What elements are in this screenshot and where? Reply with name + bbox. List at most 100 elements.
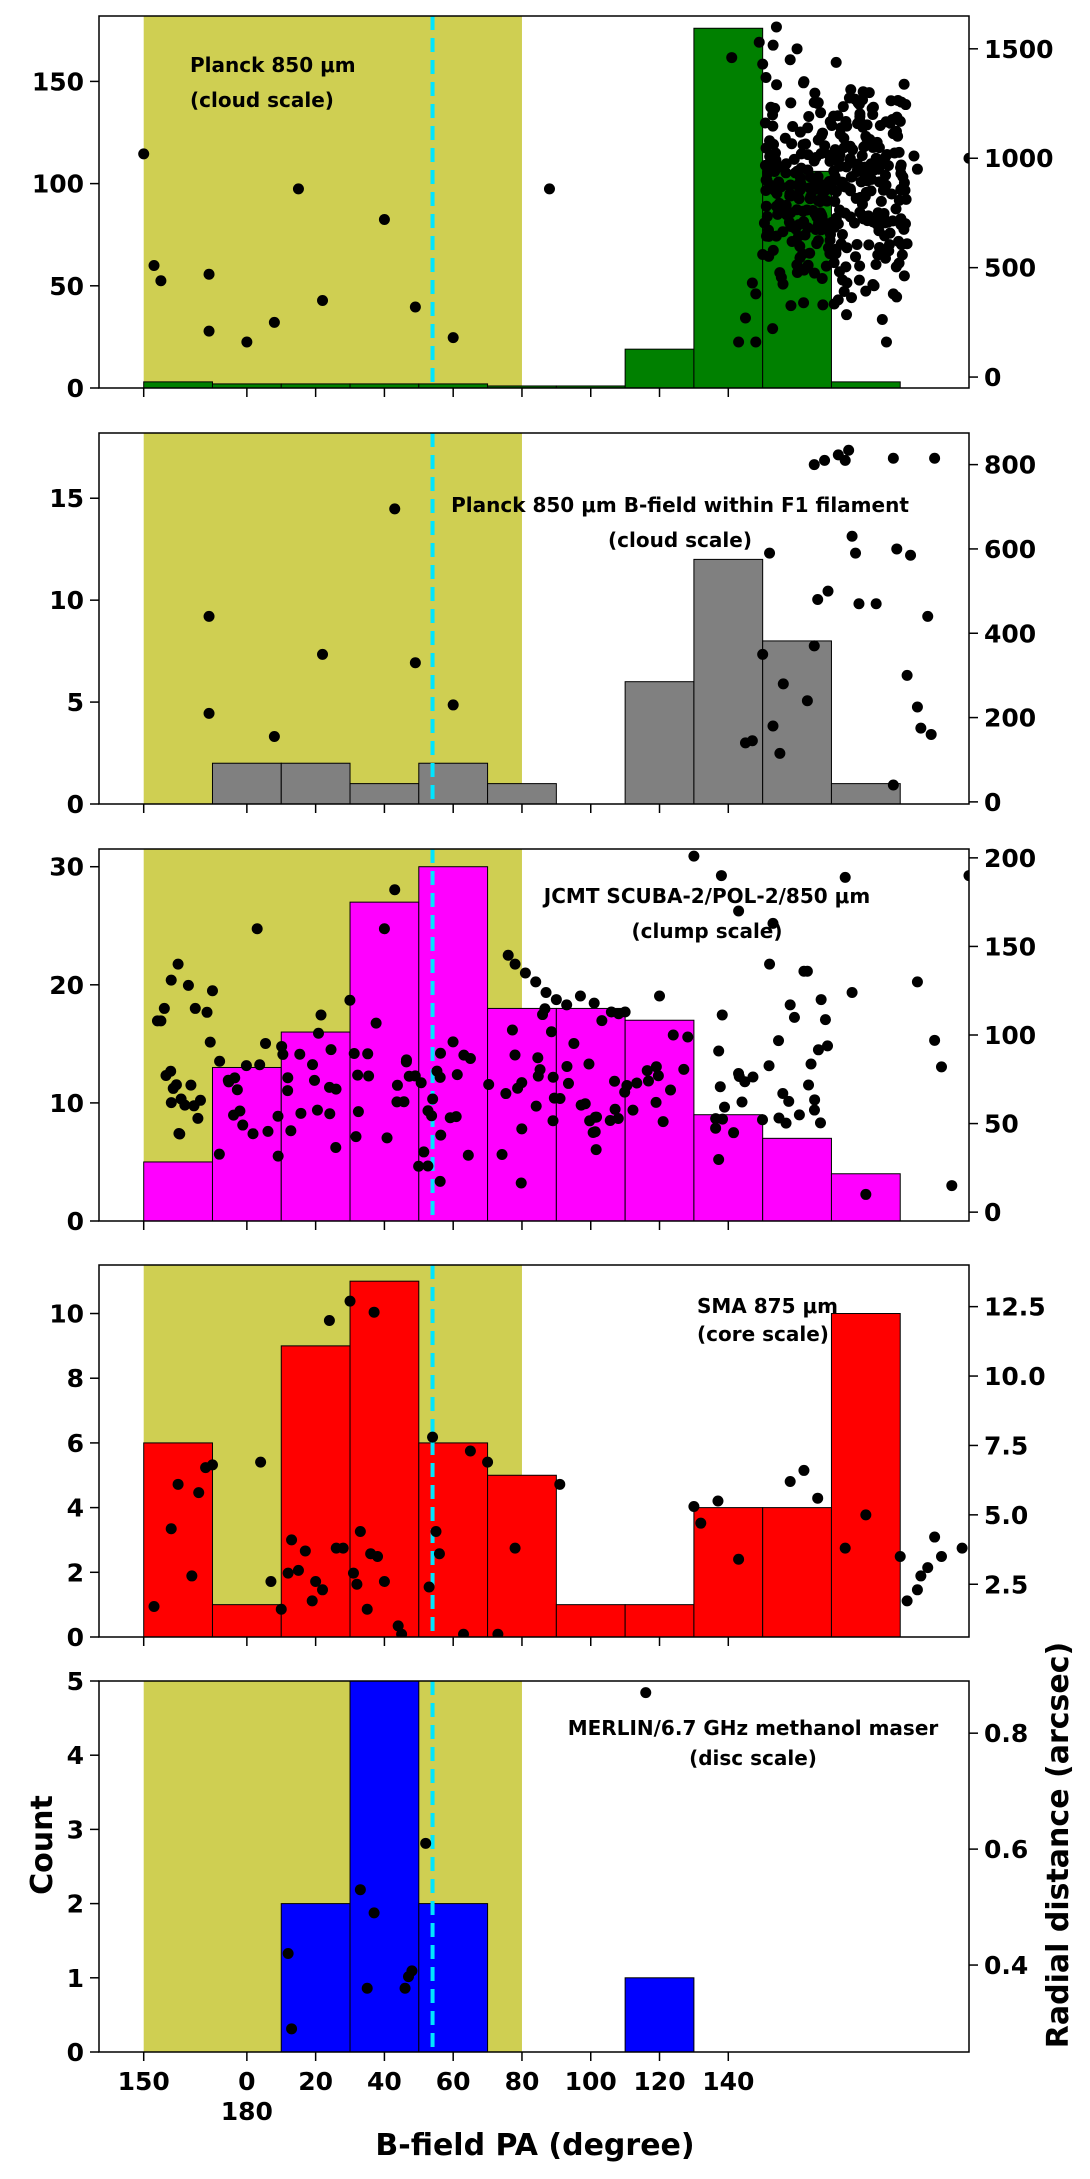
histogram-bar xyxy=(555,1604,626,1637)
scatter-point xyxy=(496,1149,508,1161)
scatter-point xyxy=(846,530,858,542)
scatter-point xyxy=(828,110,840,122)
scatter-point xyxy=(657,1116,669,1128)
scatter-point xyxy=(784,190,796,202)
scatter-point xyxy=(399,1982,411,1994)
scatter-point xyxy=(871,136,883,148)
shaded-region xyxy=(143,433,522,804)
scatter-point xyxy=(587,1126,599,1138)
scatter-point xyxy=(251,923,263,935)
panel-3: 0 10 20 30 0 50 100 150 200 JCMT SCUBA-2/POL-2/85… xyxy=(49,844,1036,1236)
left-tick-label: 50 xyxy=(49,272,84,301)
scatter-point xyxy=(688,1501,700,1513)
scatter-point xyxy=(851,238,863,250)
scatter-point xyxy=(868,280,880,292)
scatter-point xyxy=(509,958,521,970)
scatter-point xyxy=(767,120,779,132)
histogram-bar xyxy=(143,1161,213,1221)
scatter-point xyxy=(392,1620,404,1632)
scatter-point xyxy=(231,1084,243,1096)
histogram-bar xyxy=(624,1977,695,2052)
scatter-point xyxy=(836,179,848,191)
scatter-point xyxy=(515,1177,527,1189)
plot-area xyxy=(143,433,941,804)
scatter-point xyxy=(530,1100,542,1112)
scatter-point xyxy=(710,1113,722,1125)
scatter-point xyxy=(880,252,892,264)
scatter-point xyxy=(275,1603,287,1615)
scatter-point xyxy=(860,1188,872,1200)
scatter-point xyxy=(158,1002,170,1014)
scatter-point xyxy=(543,183,555,195)
scatter-point xyxy=(788,153,800,165)
scatter-point xyxy=(794,126,806,138)
scatter-point xyxy=(165,1523,177,1535)
scatter-point xyxy=(908,150,920,162)
scatter-point xyxy=(769,166,781,178)
scatter-point xyxy=(447,1036,459,1048)
histogram-bar xyxy=(487,783,557,804)
scatter-point xyxy=(482,1456,494,1468)
scatter-point xyxy=(747,1071,759,1083)
left-tick-label: 30 xyxy=(49,853,84,882)
scatter-point xyxy=(400,1056,412,1068)
scatter-point xyxy=(830,56,842,68)
scatter-point xyxy=(186,1570,198,1582)
scatter-point xyxy=(759,159,771,171)
scatter-point xyxy=(381,1132,393,1144)
scatter-point xyxy=(255,1456,267,1468)
scatter-point xyxy=(277,1048,289,1060)
scatter-point xyxy=(368,1907,380,1919)
left-tick-label: 10 xyxy=(49,1300,84,1329)
x-tick-label: 0 xyxy=(238,2067,255,2096)
scatter-point xyxy=(836,229,848,241)
scatter-point xyxy=(846,986,858,998)
scatter-point xyxy=(863,239,875,251)
scatter-point xyxy=(901,669,913,681)
scatter-point xyxy=(716,1009,728,1021)
scatter-point xyxy=(1060,175,1071,186)
scatter-point xyxy=(710,1122,722,1134)
scatter-point xyxy=(956,1542,968,1554)
scatter-point xyxy=(502,949,514,961)
scatter-point xyxy=(148,259,160,271)
scatter-point xyxy=(348,1048,360,1060)
scatter-point xyxy=(804,247,816,259)
panel-annotation: (clump scale) xyxy=(631,919,782,943)
panel-frame xyxy=(98,1680,970,2053)
histogram-bar xyxy=(693,27,764,388)
scatter-point xyxy=(362,1048,374,1060)
left-tick-label: 0 xyxy=(67,1623,84,1652)
scatter-point xyxy=(350,1131,362,1143)
scatter-point xyxy=(736,1096,748,1108)
scatter-point xyxy=(591,1111,603,1123)
scatter-point xyxy=(890,203,902,215)
scatter-point xyxy=(317,1584,329,1596)
scatter-point xyxy=(845,84,857,96)
x-tick-label: 140 xyxy=(702,2067,754,2096)
scatter-point xyxy=(172,1478,184,1490)
scatter-point xyxy=(896,239,908,251)
scatter-point xyxy=(773,1035,785,1047)
scatter-point xyxy=(435,1129,447,1141)
scatter-point xyxy=(286,2023,298,2035)
scatter-point xyxy=(540,986,552,998)
scatter-point xyxy=(254,1059,266,1071)
scatter-point xyxy=(867,101,879,113)
right-tick-label: 800 xyxy=(984,451,1036,480)
scatter-point xyxy=(901,1595,913,1607)
scatter-point xyxy=(833,152,845,164)
histogram-bar xyxy=(693,558,764,804)
scatter-point xyxy=(415,1077,427,1089)
histogram-bar xyxy=(418,1903,489,2052)
right-tick-label: 0.4 xyxy=(984,1951,1028,1980)
scatter-point xyxy=(911,163,923,175)
histogram-bar xyxy=(624,681,695,804)
scatter-point xyxy=(878,158,890,170)
scatter-point xyxy=(447,699,459,711)
panel-annotation: (disc scale) xyxy=(689,1746,817,1770)
scatter-point xyxy=(641,1065,653,1077)
scatter-point xyxy=(640,1687,652,1699)
scatter-point xyxy=(783,1095,795,1107)
scatter-point xyxy=(444,1112,456,1124)
